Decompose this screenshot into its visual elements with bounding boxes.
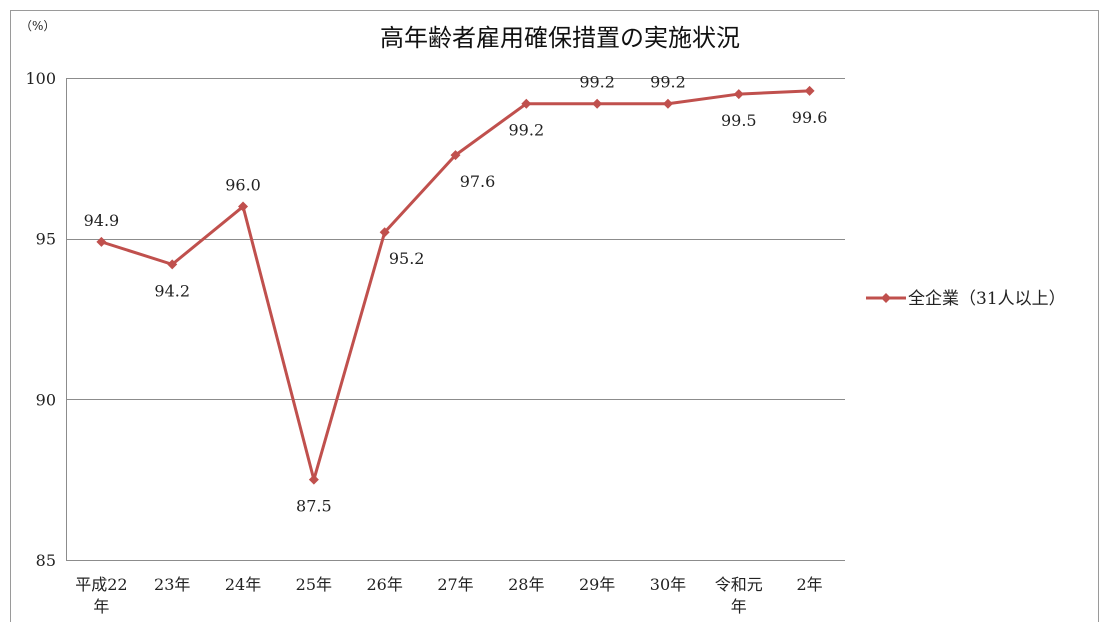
x-tick-label: 30年 xyxy=(650,575,686,594)
x-tick-label: 28年 xyxy=(508,575,544,594)
gridlines xyxy=(66,78,845,561)
data-point-marker xyxy=(804,85,815,96)
legend-label: 全企業（31人以上） xyxy=(908,289,1066,309)
data-point-marker xyxy=(450,150,461,161)
data-label: 99.2 xyxy=(509,121,545,140)
chart-border xyxy=(10,10,1099,622)
data-label: 95.2 xyxy=(389,249,425,268)
x-tick-label: 24年 xyxy=(225,575,261,594)
data-point-marker xyxy=(521,98,532,109)
data-label: 99.6 xyxy=(792,108,828,127)
x-tick-label: 29年 xyxy=(579,575,615,594)
y-tick-label: 95 xyxy=(36,230,56,249)
x-tick-label: 2年 xyxy=(796,575,822,594)
x-tick-label: 年 xyxy=(731,597,747,616)
x-tick-label: 令和元 xyxy=(715,575,763,594)
series-line xyxy=(100,89,810,482)
data-label: 96.0 xyxy=(225,176,261,195)
y-tick-label: 85 xyxy=(36,551,56,570)
x-tick-label: 年 xyxy=(93,597,109,616)
x-tick-label: 平成22 xyxy=(75,575,127,594)
x-tick-label: 26年 xyxy=(366,575,402,594)
chart-title: 高年齢者雇用確保措置の実施状況 xyxy=(380,24,740,52)
data-label: 99.5 xyxy=(721,111,757,130)
y-axis-ticks: 85 90 95 100 xyxy=(25,69,56,570)
y-tick-label: 100 xyxy=(25,69,56,88)
data-label: 99.2 xyxy=(579,73,615,92)
series-group xyxy=(96,85,815,485)
legend-marker xyxy=(881,293,891,303)
x-tick-label: 27年 xyxy=(437,575,473,594)
data-point-marker xyxy=(592,98,603,109)
data-label: 94.9 xyxy=(84,211,120,230)
unit-label: （%） xyxy=(20,19,55,33)
data-point-marker xyxy=(308,474,319,485)
x-tick-label: 23年 xyxy=(154,575,190,594)
data-point-marker xyxy=(662,98,673,109)
data-labels: 94.9 94.2 96.0 87.5 95.2 97.6 99.2 99.2 99.2 99.5… xyxy=(84,73,828,516)
data-label: 87.5 xyxy=(296,497,332,516)
data-point-marker xyxy=(379,227,390,238)
data-label: 99.2 xyxy=(650,73,686,92)
x-tick-label: 25年 xyxy=(296,575,332,594)
data-point-marker xyxy=(733,89,744,100)
data-label: 94.2 xyxy=(154,281,190,300)
y-tick-label: 90 xyxy=(36,390,56,409)
data-point-marker xyxy=(96,236,107,247)
data-point-marker xyxy=(238,201,249,212)
data-point-marker xyxy=(167,259,178,270)
data-label: 97.6 xyxy=(460,172,496,191)
legend: 全企業（31人以上） xyxy=(866,289,1066,309)
